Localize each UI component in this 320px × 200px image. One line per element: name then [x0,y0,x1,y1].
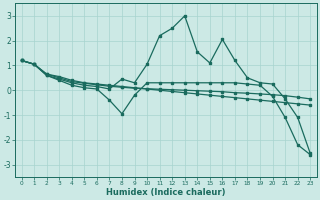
X-axis label: Humidex (Indice chaleur): Humidex (Indice chaleur) [106,188,226,197]
